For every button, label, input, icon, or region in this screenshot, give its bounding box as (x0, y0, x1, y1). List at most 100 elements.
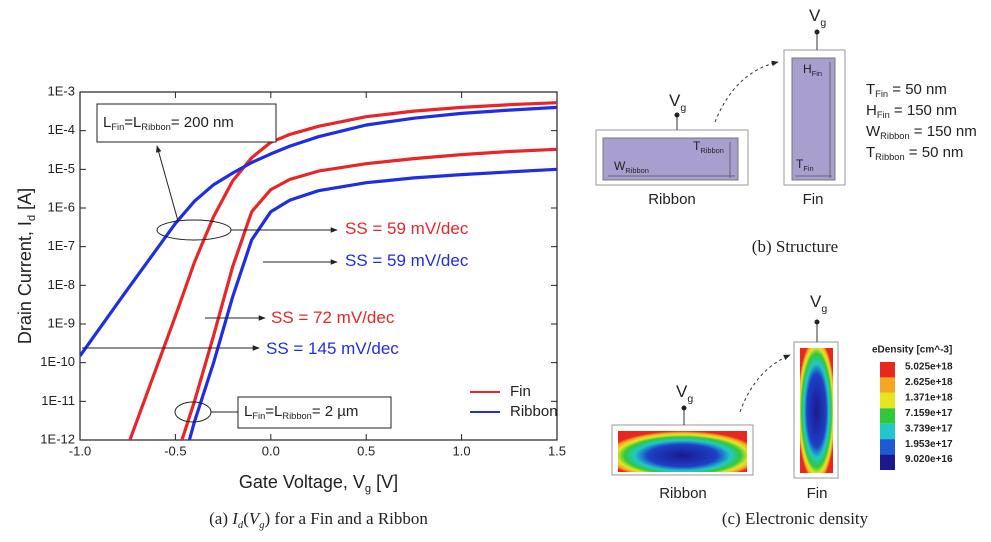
text-part: ) for a Fin and a Ribbon (265, 509, 429, 528)
text-part: [V] (371, 472, 398, 492)
x-tick-label: 0.0 (262, 443, 280, 458)
text-part: L (244, 403, 252, 420)
text-part: SS = 59 mV/dec (345, 251, 469, 270)
text-part: (c) Electronic density (722, 509, 869, 528)
y-tick-label: 1E-4 (48, 122, 75, 137)
gate-label: Vg (810, 292, 827, 314)
text-part: V (809, 6, 821, 25)
colorbar-swatch (880, 424, 895, 439)
text-part: Fin (877, 110, 890, 120)
text-part: (b) Structure (752, 237, 838, 256)
gate-dot (682, 406, 687, 411)
page: {"chart_data": {"type": "line", "ylabel"… (0, 0, 991, 542)
text-part: = 50 nm (888, 81, 947, 98)
gate-label: Vg (669, 91, 686, 113)
text-part: = 150 nm (910, 123, 977, 140)
text-part: = 2 µm (312, 403, 359, 420)
text-part: Fin (803, 164, 813, 173)
ribbon-density-map (618, 431, 747, 472)
arrow (157, 146, 178, 221)
gate-dot (675, 113, 680, 118)
text-part: =L (265, 403, 282, 420)
text-part: L (103, 114, 111, 131)
dashed-arrow (715, 62, 778, 122)
colorbar-label: 1.953e+17 (905, 439, 953, 450)
x-tick-label: 1.5 (548, 443, 566, 458)
shape-name: Ribbon (659, 485, 707, 502)
x-tick-label: 0.5 (357, 443, 375, 458)
annotation: SS = 59 mV/dec (345, 219, 469, 238)
text-part: g (820, 17, 826, 29)
y-tick-label: 1E-6 (48, 199, 75, 214)
text-part: SS = 72 mV/dec (271, 308, 395, 327)
x-tick-label: -1.0 (69, 443, 91, 458)
x-tick-label: 1.0 (453, 443, 471, 458)
colorbar-label: 9.020e+16 (905, 454, 953, 465)
y-tick-label: 1E-3 (48, 83, 75, 98)
text-part: SS = 145 mV/dec (266, 339, 399, 358)
shape-name: Fin (803, 191, 824, 208)
text-part: Fin (812, 69, 822, 78)
curve (175, 169, 557, 490)
y-tick-label: 1E-8 (48, 277, 75, 292)
colorbar-swatch (880, 393, 895, 408)
text-part: [A] (15, 188, 35, 215)
text-part: = 150 nm (890, 102, 957, 119)
text-part: (a) (209, 509, 232, 528)
annotation: SS = 72 mV/dec (271, 308, 395, 327)
text-part: Ribbon (282, 411, 311, 421)
text-part: Ribbon (700, 146, 724, 155)
text-part: Ribbon (875, 152, 904, 162)
text-part: T (866, 144, 875, 161)
text-part: V (810, 292, 822, 311)
colorbar-label: 3.739e+17 (905, 423, 953, 434)
plot-frame (80, 92, 557, 440)
legend-label: Fin (510, 383, 531, 400)
shape-name: Ribbon (648, 191, 696, 208)
fin-density-map (800, 348, 833, 473)
text-part: Ribbon (625, 166, 649, 175)
text-part: W (866, 123, 881, 140)
caption: (b) Structure (752, 237, 838, 256)
text-part: =L (124, 114, 141, 131)
dimension: TRibbon = 50 nm (866, 144, 963, 162)
gate-dot (815, 30, 820, 35)
figure: 1E-121E-111E-101E-91E-81E-71E-61E-51E-41… (0, 0, 991, 542)
gate-label: Vg (676, 382, 693, 404)
text-part: H (803, 62, 812, 76)
text-part: T (866, 81, 875, 98)
shape-name: Fin (807, 485, 828, 502)
text-part: Fin (252, 411, 265, 421)
text-part: Drain Current, I (15, 221, 35, 344)
colorbar-label: 1.371e+18 (905, 392, 953, 403)
text-part: g (680, 102, 686, 114)
x-tick-label: -0.5 (164, 443, 186, 458)
y-tick-label: 1E-11 (41, 393, 75, 408)
text-part: SS = 59 mV/dec (345, 219, 469, 238)
gate-label: Vg (809, 6, 826, 28)
dimension: WRibbon = 150 nm (866, 123, 977, 141)
text-part: g (687, 393, 693, 405)
dimension: HFin = 150 nm (866, 102, 957, 120)
text-part: Fin (875, 89, 888, 99)
plot-lines (80, 103, 557, 491)
dimension: TFin = 50 nm (866, 81, 947, 99)
colorbar-label: 5.025e+18 (905, 362, 953, 373)
caption: (c) Electronic density (722, 509, 869, 528)
text-part: W (614, 159, 626, 173)
colorbar-label: 2.625e+18 (905, 377, 953, 388)
colorbar-title: eDensity [cm^-3] (872, 345, 952, 356)
gate-dot (815, 320, 820, 325)
ellipse (157, 220, 231, 240)
caption: (a) Id(Vg) for a Fin and a Ribbon (209, 509, 428, 531)
annotation: SS = 145 mV/dec (266, 339, 399, 358)
y-axis-label: Drain Current, Id [A] (15, 188, 38, 344)
y-tick-label: 1E-9 (48, 315, 75, 330)
y-tick-label: 1E-5 (48, 161, 75, 176)
text-part: V (669, 91, 681, 110)
text-part: Fin (111, 122, 124, 132)
text-part: Gate Voltage, V (239, 472, 365, 492)
text-part: V (676, 382, 688, 401)
colorbar-swatch (880, 377, 895, 392)
colorbar-swatch (880, 455, 895, 470)
